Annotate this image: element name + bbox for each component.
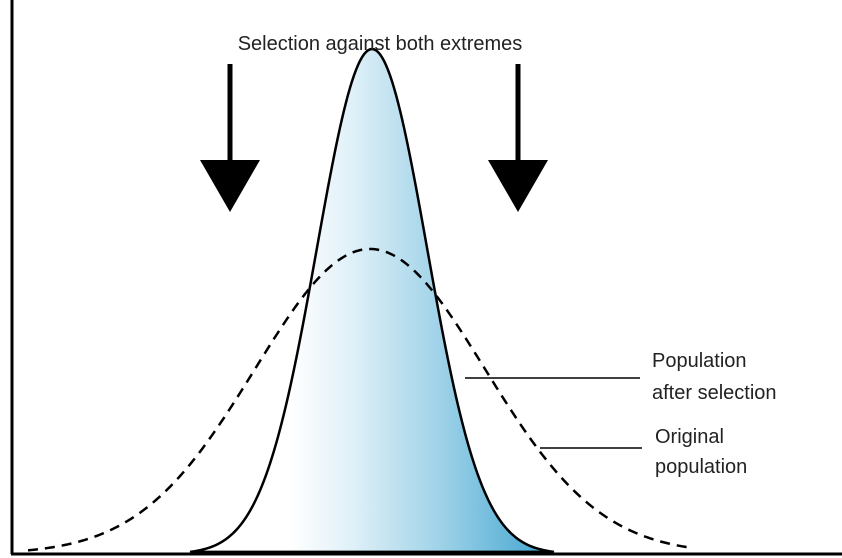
label: population [655,456,747,478]
label: Population [652,350,747,372]
left-arrow [200,64,260,212]
original-population-curve [27,247,693,552]
title: Selection against both extremes [238,33,523,55]
label: after selection [652,382,777,404]
right-arrow [488,64,548,212]
label: Original [655,426,724,448]
population-after-selection-curve [189,47,555,554]
